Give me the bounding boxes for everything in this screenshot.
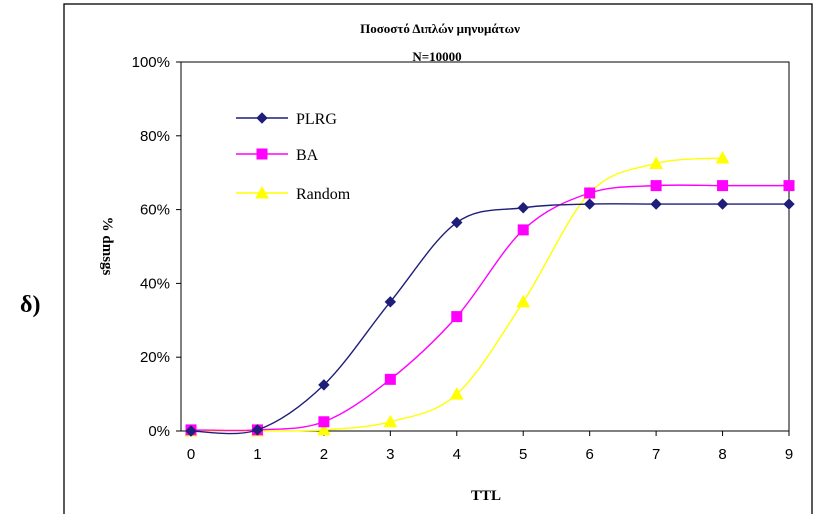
series-line-random xyxy=(190,157,723,432)
legend: PLRG BA Random xyxy=(236,111,351,203)
x-tick-label: 8 xyxy=(718,446,726,463)
data-point-plrg xyxy=(384,296,397,308)
y-axis: 0% 20% 40% 60% 80% 100% xyxy=(132,54,182,440)
data-point-ba xyxy=(650,180,662,192)
data-point-ba xyxy=(384,373,396,385)
series-layer xyxy=(184,150,795,437)
x-tick-label: 0 xyxy=(187,446,195,463)
legend-marker-random xyxy=(255,185,269,199)
x-tick-label: 4 xyxy=(453,446,461,463)
data-point-plrg xyxy=(783,198,795,210)
data-point-ba xyxy=(517,224,529,236)
data-point-ba xyxy=(318,416,330,428)
y-tick-label: 60% xyxy=(140,202,170,219)
legend-label-ba: BA xyxy=(296,147,319,164)
series-line-plrg xyxy=(190,203,789,435)
y-tick-label: 100% xyxy=(132,54,170,71)
x-tick-label: 9 xyxy=(785,446,793,463)
data-point-random xyxy=(715,150,730,164)
data-point-plrg xyxy=(583,198,596,210)
data-point-random xyxy=(383,414,398,428)
data-point-plrg xyxy=(716,198,729,210)
chart-title: Ποσοστό Διπλών μηνυμάτων xyxy=(360,21,520,36)
data-point-plrg xyxy=(185,425,197,437)
data-point-plrg xyxy=(318,379,330,391)
data-point-ba xyxy=(717,180,729,192)
y-tick-label: 80% xyxy=(140,128,170,145)
y-tick-label: 0% xyxy=(148,423,170,440)
plot-area xyxy=(180,61,790,432)
legend-marker-plrg xyxy=(256,112,268,124)
legend-label-plrg: PLRG xyxy=(296,111,337,128)
y-tick-label: 40% xyxy=(140,275,170,292)
x-tick-label: 3 xyxy=(386,446,394,463)
chart-subtitle: N=10000 xyxy=(412,49,461,64)
series-line-ba xyxy=(190,184,789,432)
y-axis-title: % dmsgs xyxy=(99,217,115,276)
data-point-plrg xyxy=(251,424,264,436)
data-point-plrg xyxy=(517,202,529,214)
legend-label-random: Random xyxy=(296,186,351,203)
x-tick-label: 6 xyxy=(585,446,593,463)
panel-label: δ) xyxy=(20,292,41,318)
x-tick-label: 1 xyxy=(253,446,261,463)
legend-marker-ba xyxy=(256,148,268,160)
data-point-random xyxy=(516,294,531,308)
series-plrg xyxy=(185,198,795,437)
data-point-ba xyxy=(584,187,596,199)
data-point-ba xyxy=(451,311,463,323)
x-tick-label: 7 xyxy=(652,446,660,463)
data-point-random xyxy=(449,387,464,400)
x-tick-label: 2 xyxy=(320,446,328,463)
x-axis-title: TTL xyxy=(471,488,501,504)
data-point-random xyxy=(317,422,331,436)
y-tick-label: 20% xyxy=(140,349,170,366)
data-point-ba xyxy=(783,180,795,192)
x-tick-label: 5 xyxy=(519,446,527,463)
data-point-plrg xyxy=(650,198,662,210)
data-point-plrg xyxy=(451,216,463,229)
data-point-random xyxy=(649,156,663,169)
